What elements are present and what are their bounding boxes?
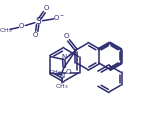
- Text: O: O: [65, 69, 71, 75]
- Text: O: O: [44, 5, 49, 11]
- Text: O: O: [32, 32, 37, 38]
- Text: CH$_3$: CH$_3$: [0, 26, 13, 35]
- Text: O: O: [64, 33, 69, 39]
- Text: CH$_3$: CH$_3$: [48, 68, 61, 77]
- Text: S: S: [36, 17, 42, 26]
- Text: N: N: [59, 73, 64, 79]
- Text: O$^-$: O$^-$: [53, 13, 65, 22]
- Text: N$^+$: N$^+$: [61, 51, 73, 62]
- Text: O: O: [19, 24, 24, 29]
- Text: CH$_3$: CH$_3$: [55, 82, 69, 91]
